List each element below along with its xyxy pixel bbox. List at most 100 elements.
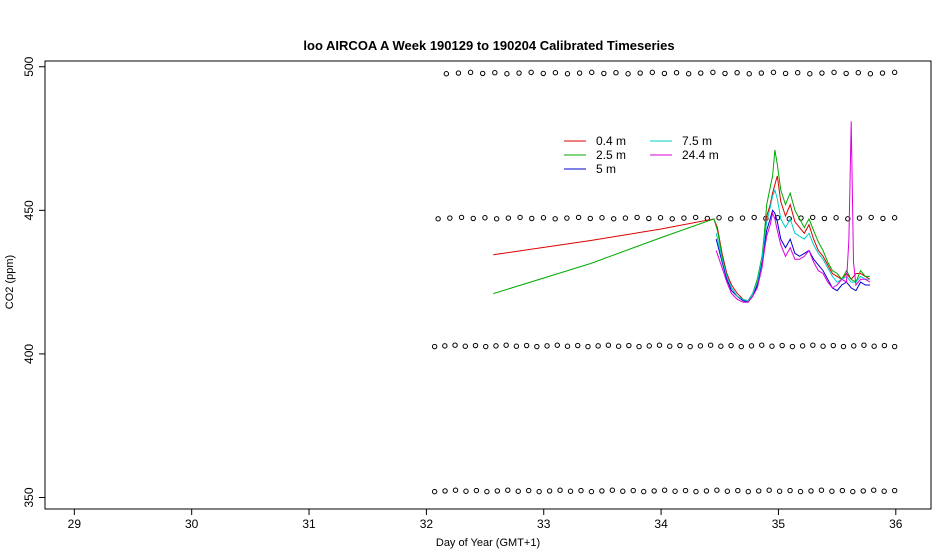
flag-point xyxy=(656,342,663,348)
flag-point xyxy=(687,343,693,350)
flag-point xyxy=(611,216,617,222)
flag-point xyxy=(724,488,731,494)
flag-point xyxy=(881,488,887,494)
flag-point xyxy=(544,343,550,349)
flag-point xyxy=(819,70,825,76)
x-axis-label: Day of Year (GMT+1) xyxy=(436,537,540,549)
flag-point xyxy=(738,343,744,350)
flag-point xyxy=(513,343,520,349)
legend-label: 7.5 m xyxy=(682,134,712,148)
flag-point xyxy=(861,342,867,348)
flag-point xyxy=(756,488,762,494)
series-line xyxy=(715,188,870,302)
flag-point xyxy=(463,488,469,494)
flag-point xyxy=(714,487,720,493)
flag-point xyxy=(860,488,866,494)
flag-point xyxy=(554,342,560,348)
flag-point xyxy=(759,342,765,348)
flag-point xyxy=(751,214,757,221)
flag-point xyxy=(672,488,678,494)
flag-point xyxy=(599,215,605,221)
flag-point xyxy=(840,343,847,350)
flag-point xyxy=(697,343,704,349)
flag-point xyxy=(661,70,668,77)
x-tick-label: 31 xyxy=(302,517,316,531)
flag-point xyxy=(494,488,501,494)
flag-point xyxy=(442,488,448,494)
x-tick-label: 29 xyxy=(68,517,82,531)
flag-point xyxy=(810,342,816,348)
flag-point xyxy=(891,69,898,76)
flag-point xyxy=(774,215,781,221)
flag-point xyxy=(540,70,546,77)
y-tick-label: 350 xyxy=(22,487,36,507)
flag-point xyxy=(462,343,468,349)
flag-point xyxy=(782,70,789,77)
flag-point xyxy=(871,343,877,349)
flag-point xyxy=(787,487,793,494)
flag-point xyxy=(797,488,804,495)
series-line xyxy=(715,209,870,303)
flag-point xyxy=(517,214,523,221)
flag-point xyxy=(540,215,547,221)
flag-point xyxy=(891,343,898,350)
flag-point xyxy=(669,216,675,222)
flag-point xyxy=(529,215,535,222)
flag-point xyxy=(615,343,622,349)
legend-label: 0.4 m xyxy=(596,134,626,148)
flag-point xyxy=(891,487,898,494)
chart-title: loo AIRCOA A Week 190129 to 190204 Calib… xyxy=(303,38,674,53)
flag-point xyxy=(728,342,734,349)
flag-point xyxy=(710,69,716,76)
flag-point xyxy=(452,342,458,348)
flag-point xyxy=(587,215,593,222)
plot-frame xyxy=(44,60,932,510)
flag-point xyxy=(564,71,571,77)
flag-point xyxy=(630,487,636,494)
flag-point xyxy=(516,70,522,76)
flag-point xyxy=(843,70,849,77)
flag-point xyxy=(716,215,722,221)
flag-point xyxy=(634,214,640,221)
flag-point xyxy=(588,488,595,495)
flag-point xyxy=(807,71,813,77)
flag-point xyxy=(455,70,462,76)
flag-point xyxy=(818,487,825,493)
flag-point xyxy=(637,70,643,76)
y-axis: 350 400 450 500 xyxy=(22,56,45,508)
x-tick-label: 33 xyxy=(537,517,551,531)
flag-point xyxy=(830,342,836,349)
x-tick-label: 36 xyxy=(889,517,903,531)
flag-point xyxy=(891,215,898,221)
y-axis-label: CO2 (ppm) xyxy=(4,255,16,309)
flag-point xyxy=(435,216,441,222)
flag-point xyxy=(470,215,476,222)
flag-point xyxy=(739,215,746,221)
flag-point xyxy=(646,343,652,349)
flag-point xyxy=(649,69,656,76)
flag-point xyxy=(698,70,704,76)
flag-point xyxy=(515,488,521,494)
flag-point xyxy=(528,69,534,76)
flag-point xyxy=(879,70,886,76)
flag-point xyxy=(503,342,509,348)
flag-point xyxy=(851,343,857,349)
flag-point xyxy=(557,487,563,493)
flag-point xyxy=(609,487,616,493)
flag-point xyxy=(431,488,438,495)
flag-point xyxy=(707,342,714,348)
flag-point xyxy=(871,487,877,493)
legend-label: 24.4 m xyxy=(682,148,719,162)
flag-point xyxy=(845,216,851,222)
flag-point xyxy=(442,343,448,349)
flag-point xyxy=(677,342,683,349)
flag-point xyxy=(833,215,839,221)
legend: 0.4 m2.5 m5 m 7.5 m24.4 m xyxy=(564,134,719,176)
flag-point xyxy=(552,216,558,222)
series-line xyxy=(493,149,870,303)
flag-point xyxy=(575,342,581,349)
flag-point xyxy=(620,488,626,494)
flag-point xyxy=(622,215,629,221)
flag-point xyxy=(693,488,699,495)
flag-point xyxy=(641,488,647,495)
